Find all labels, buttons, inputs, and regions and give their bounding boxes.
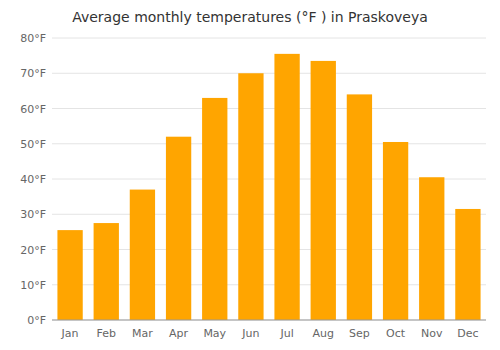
y-tick-label: 30°F — [20, 208, 46, 221]
y-tick-label: 70°F — [20, 67, 46, 80]
bar — [130, 190, 155, 320]
y-tick-label: 50°F — [20, 138, 46, 151]
x-axis-line — [52, 320, 486, 321]
bar — [383, 142, 408, 320]
x-tick-label: Jun — [241, 327, 259, 340]
x-tick-label: Mar — [132, 327, 153, 340]
bar — [455, 209, 480, 320]
x-tick-label: Jan — [61, 327, 79, 340]
x-tick-label: Feb — [97, 327, 116, 340]
x-tick-label: Aug — [313, 327, 334, 340]
grid-line — [52, 143, 486, 144]
title: Average monthly temperatures (°F ) in Pr… — [72, 9, 428, 25]
x-tick-label: Dec — [457, 327, 478, 340]
x-tick-label: Oct — [386, 327, 406, 340]
y-tick-label: 40°F — [20, 173, 46, 186]
grid-line — [52, 320, 486, 321]
x-tick-label: Nov — [421, 327, 443, 340]
bar — [166, 137, 191, 320]
bar — [347, 94, 372, 320]
x-tick-label: Apr — [169, 327, 189, 340]
y-tick-label: 0°F — [27, 314, 46, 327]
y-axis: 0°F 10°F 20°F 30°F 40°F 50°F 60°F 70°F 80°F — [20, 32, 46, 327]
x-axis: Jan Feb Mar Apr May Jun Jul Aug Sep Oct Nov Dec — [52, 320, 486, 340]
bar — [238, 73, 263, 320]
y-tick-label: 80°F — [20, 32, 46, 45]
x-tick-label: May — [203, 327, 226, 340]
x-tick-label: Sep — [349, 327, 370, 340]
bar — [94, 223, 119, 320]
chart-svg: Average monthly temperatures (°F ) in Pr… — [0, 0, 500, 350]
grid — [52, 38, 486, 320]
chart-container: Average monthly temperatures (°F ) in Pr… — [0, 0, 500, 350]
bar — [419, 177, 444, 320]
grid-line — [52, 38, 486, 39]
bar — [311, 61, 336, 320]
grid-line — [52, 108, 486, 109]
bar — [274, 54, 299, 320]
grid-line — [52, 73, 486, 74]
bar — [202, 98, 227, 320]
y-tick-label: 60°F — [20, 103, 46, 116]
y-tick-label: 10°F — [20, 279, 46, 292]
x-tick-label: Jul — [279, 327, 293, 340]
y-tick-label: 20°F — [20, 244, 46, 257]
bar — [57, 230, 82, 320]
bars — [57, 54, 480, 320]
